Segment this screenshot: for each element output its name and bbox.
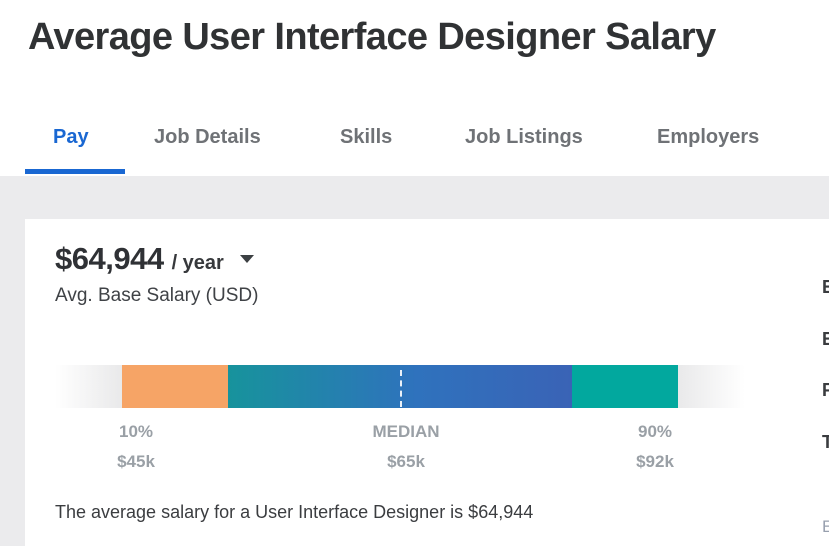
bar-p10-segment: [122, 365, 228, 408]
percentile-10-label: 10%: [118, 422, 154, 441]
truncated-text-fragment-2: E: [822, 329, 829, 349]
bar-p90-segment: [572, 365, 678, 408]
salary-amount-row: $64,944 / year: [55, 241, 254, 277]
tab-bar: Pay Job Details Skills Job Listings Empl…: [0, 118, 829, 176]
truncated-text-fragment-3: F: [822, 380, 829, 400]
truncated-text-fragment-4: T: [822, 432, 829, 452]
percentile-median: MEDIAN $65k: [346, 422, 466, 472]
page-background: $64,944 / year Avg. Base Salary (USD) 10…: [0, 176, 829, 546]
truncated-text-fragment-5: E: [822, 517, 829, 536]
salary-summary: The average salary for a User Interface …: [55, 502, 534, 522]
page-title: Average User Interface Designer Salary: [28, 16, 716, 58]
active-tab-underline: [25, 169, 125, 174]
salary-card: $64,944 / year Avg. Base Salary (USD) 10…: [25, 219, 829, 546]
tab-skills[interactable]: Skills: [340, 126, 393, 148]
bar-right-fade: [678, 365, 745, 408]
percentile-median-value: $65k: [387, 452, 425, 471]
tab-job-details[interactable]: Job Details: [154, 126, 261, 148]
salary-period: / year: [171, 252, 224, 274]
bar-left-fade: [55, 365, 122, 408]
tab-employers[interactable]: Employers: [657, 126, 760, 148]
salary-range-bar: [55, 365, 745, 408]
percentile-10-value: $45k: [117, 452, 155, 471]
tab-job-listings[interactable]: Job Listings: [465, 126, 583, 148]
truncated-text-fragment-1: E: [822, 277, 829, 297]
chevron-down-icon[interactable]: [239, 255, 254, 263]
tab-pay[interactable]: Pay: [53, 126, 89, 148]
percentile-90-value: $92k: [636, 452, 674, 471]
salary-caption: Avg. Base Salary (USD): [55, 285, 259, 306]
median-dashed-line-icon: [400, 370, 402, 407]
percentile-median-label: MEDIAN: [372, 422, 440, 441]
salary-amount: $64,944: [55, 241, 164, 276]
percentile-90: 90% $92k: [595, 422, 715, 472]
percentile-10: 10% $45k: [76, 422, 196, 472]
percentile-90-label: 90%: [637, 422, 673, 441]
bar-median-segment: [228, 365, 572, 408]
